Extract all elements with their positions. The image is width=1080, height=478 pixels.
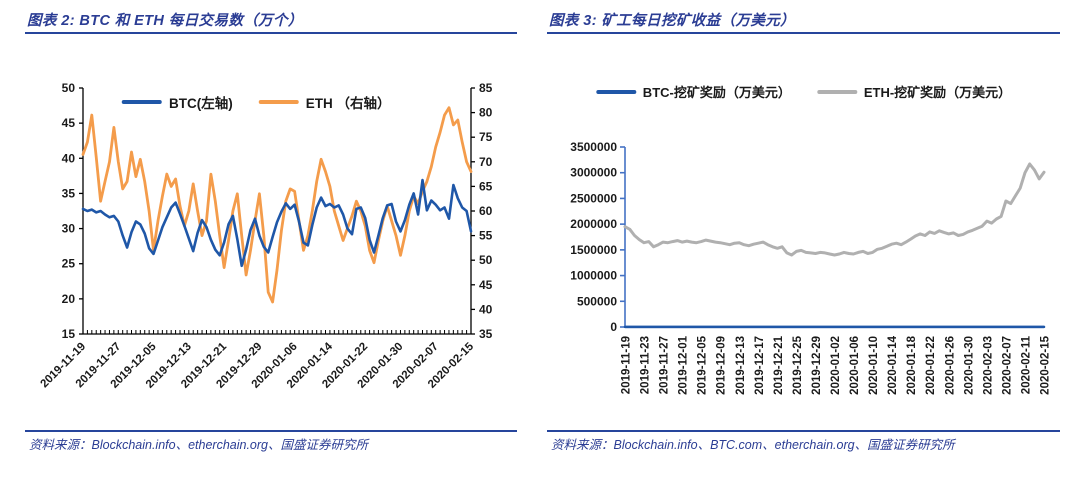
svg-text:2019-12-29: 2019-12-29 [811,336,823,395]
svg-text:40: 40 [479,302,493,316]
svg-text:50: 50 [479,253,493,267]
btc-reward-line-swatch [595,89,636,94]
eth-reward-line-swatch [816,89,857,94]
legend-label-btc-reward: BTC-挖矿奖励（万美元） [642,85,791,100]
svg-text:65: 65 [479,179,493,193]
svg-text:2019-11-19: 2019-11-19 [621,336,633,394]
figure-3-panel: 图表 3: 矿工每日挖矿收益（万美元） BTC-挖矿奖励（万美元） ETH-挖矿… [547,0,1060,478]
svg-text:500000: 500000 [577,294,617,308]
legend-item-btc-reward: BTC-挖矿奖励（万美元） [595,82,791,101]
svg-text:2019-12-17: 2019-12-17 [754,336,766,395]
btc-series-line [81,178,473,268]
legend-label-eth-reward: ETH-挖矿奖励（万美元） [863,85,1012,100]
svg-text:2020-02-03: 2020-02-03 [982,336,994,395]
svg-text:35: 35 [62,186,76,200]
figure-2-chart: 1520253035404550354045505560657075808520… [38,81,492,391]
axes [620,146,1044,329]
figure-3-source-divider [547,430,1060,432]
svg-text:30: 30 [62,222,76,236]
figure-2-source: 资料来源：Blockchain.info、etherchain.org、国盛证券… [29,438,368,452]
legend-item-eth-reward: ETH-挖矿奖励（万美元） [816,82,1012,101]
svg-text:2020-01-30: 2020-01-30 [963,336,975,395]
svg-text:2020-02-15: 2020-02-15 [1040,335,1052,394]
svg-text:0: 0 [610,320,617,334]
svg-text:45: 45 [62,116,76,130]
figure-3-title-divider [547,32,1060,34]
eth-line-swatch [258,100,299,104]
figure-2-source-divider [25,430,517,432]
svg-text:2020-01-10: 2020-01-10 [868,336,880,395]
svg-text:2019-11-27: 2019-11-27 [659,336,671,394]
svg-text:2020-02-11: 2020-02-11 [1020,335,1032,394]
svg-text:2500000: 2500000 [570,191,617,205]
figure-3-legend: BTC-挖矿奖励（万美元） ETH-挖矿奖励（万美元） [595,82,1012,101]
eth-series-line [81,106,473,304]
svg-text:2020-02-07: 2020-02-07 [1001,336,1013,395]
figure-3-title: 图表 3: 矿工每日挖矿收益（万美元） [549,13,796,29]
svg-text:80: 80 [479,106,493,120]
svg-text:1000000: 1000000 [570,269,617,283]
svg-text:45: 45 [479,278,493,292]
svg-text:35: 35 [479,327,493,341]
svg-text:2020-01-06: 2020-01-06 [849,336,861,395]
svg-text:1500000: 1500000 [570,243,617,257]
svg-text:85: 85 [479,81,493,95]
eth-reward-series-line [623,162,1046,257]
svg-text:60: 60 [479,204,493,218]
axis-labels: 1520253035404550354045505560657075808520… [38,81,492,391]
svg-text:2020-01-26: 2020-01-26 [944,336,956,395]
legend-label-eth: ETH （右轴） [305,96,391,111]
figure-2-title-divider [25,32,517,34]
svg-text:2019-11-23: 2019-11-23 [640,336,652,394]
svg-text:2019-12-13: 2019-12-13 [735,336,747,395]
legend-item-btc: BTC(左轴) [121,92,233,112]
svg-text:3000000: 3000000 [570,166,617,180]
svg-text:2020-01-18: 2020-01-18 [906,335,918,394]
svg-text:70: 70 [479,155,493,169]
svg-text:25: 25 [62,257,76,271]
figure-2-legend: BTC(左轴) ETH （右轴） [121,92,391,112]
svg-text:40: 40 [62,151,76,165]
btc-line-swatch [121,100,162,104]
svg-text:20: 20 [62,292,76,306]
svg-text:2019-12-21: 2019-12-21 [773,335,785,394]
legend-item-eth: ETH （右轴） [258,92,391,112]
svg-text:2019-12-09: 2019-12-09 [716,336,728,395]
svg-text:2019-12-05: 2019-12-05 [697,335,709,394]
svg-text:50: 50 [62,81,76,95]
figure-3-chart: 0 500000 1000000 1500000 2000000 2500000 30000… [570,140,1051,395]
svg-text:3500000: 3500000 [570,140,617,154]
svg-text:2019-12-25: 2019-12-25 [792,335,804,394]
svg-text:55: 55 [479,229,493,243]
svg-text:2019-12-01: 2019-12-01 [678,335,690,394]
svg-text:2020-01-14: 2020-01-14 [887,335,899,394]
svg-text:75: 75 [479,130,493,144]
legend-label-btc: BTC(左轴) [168,96,233,111]
svg-text:2020-01-02: 2020-01-02 [830,336,842,395]
axes [79,87,475,335]
figure-3-source: 资料来源：Blockchain.info、BTC.com、etherchain.… [551,438,955,452]
svg-text:2020-01-22: 2020-01-22 [925,336,937,395]
svg-text:2000000: 2000000 [570,217,617,231]
svg-text:15: 15 [62,327,76,341]
figure-2-panel: 图表 2: BTC 和 ETH 每日交易数（万个） BTC(左轴) ETH （右… [25,0,517,478]
axis-labels: 0 500000 1000000 1500000 2000000 2500000 30000… [570,140,1051,395]
figure-2-title: 图表 2: BTC 和 ETH 每日交易数（万个） [27,13,303,29]
x-axis-minor-ticks [82,330,472,334]
